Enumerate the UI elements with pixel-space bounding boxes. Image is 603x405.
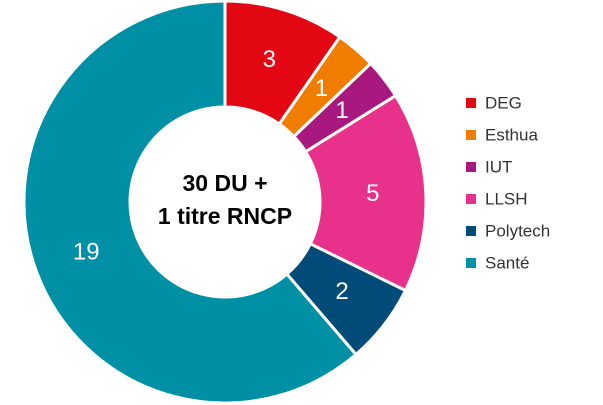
- legend-swatch: [466, 194, 476, 204]
- legend-label: DEG: [485, 93, 522, 112]
- legend-swatch: [466, 130, 476, 140]
- legend-swatch: [466, 162, 476, 172]
- data-label: 1: [315, 75, 328, 102]
- data-label: 3: [263, 46, 276, 73]
- legend-label: Polytech: [485, 221, 550, 240]
- data-label: 19: [73, 239, 100, 266]
- legend-label: Santé: [485, 253, 529, 272]
- center-text: 30 DU +: [182, 170, 267, 196]
- slice: [303, 93, 428, 293]
- slice: [22, 0, 359, 405]
- legend-swatch: [466, 98, 476, 108]
- legend-label: Esthua: [485, 125, 538, 144]
- center-text: 1 titre RNCP: [158, 203, 292, 229]
- legend-label: IUT: [485, 157, 512, 176]
- data-label: 1: [335, 97, 348, 124]
- data-label: 5: [366, 180, 379, 207]
- legend-swatch: [466, 258, 476, 268]
- data-label: 2: [335, 278, 348, 305]
- legend-label: LLSH: [485, 189, 528, 208]
- legend-swatch: [466, 226, 476, 236]
